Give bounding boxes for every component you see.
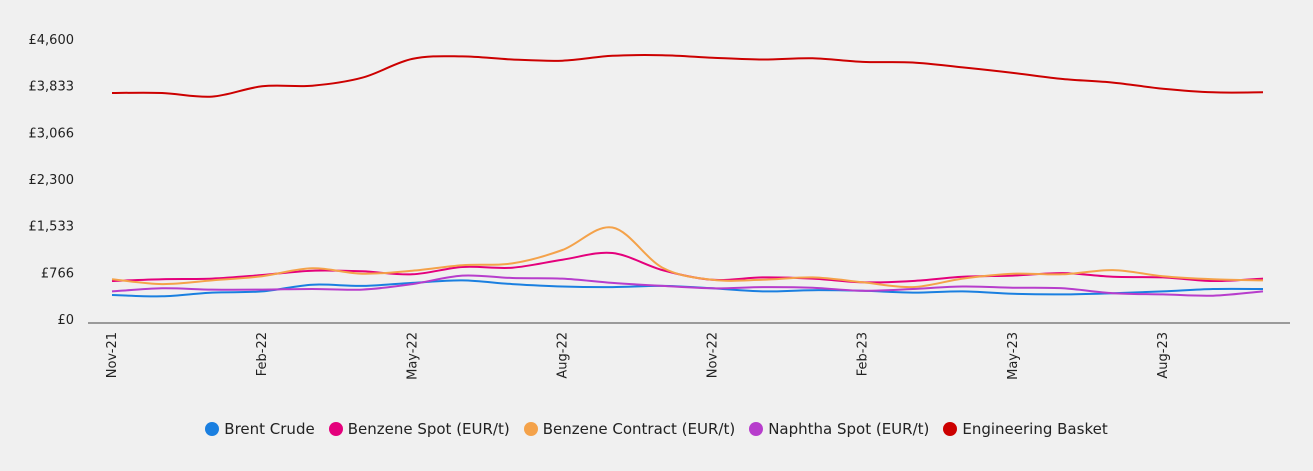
legend-dot-icon: [749, 422, 764, 436]
x-tick-label: Nov-22: [706, 332, 721, 378]
legend-label: Engineering Basket: [962, 420, 1108, 438]
x-tick-label: Feb-22: [255, 332, 270, 376]
legend-label: Benzene Contract (EUR/t): [542, 420, 736, 438]
x-axis-tick-labels: Nov-21 Feb-22 May-22 Aug-22 Nov-22 Feb-23 May-…: [105, 332, 1171, 380]
x-tick-label: May-22: [405, 332, 420, 380]
legend-item[interactable]: Engineering Basket: [943, 420, 1108, 438]
y-tick-label: £3,066: [29, 126, 75, 141]
legend-dot-icon: [523, 422, 538, 436]
legend-label: Brent Crude: [224, 420, 315, 438]
legend-item[interactable]: Benzene Spot (EUR/t): [328, 420, 510, 438]
x-tick-label: Aug-23: [1156, 332, 1171, 379]
legend-item[interactable]: Brent Crude: [205, 420, 315, 438]
x-tick-label: Nov-21: [105, 332, 120, 378]
series-line-engineering-basket: [111, 54, 1264, 98]
legend-item[interactable]: Benzene Contract (EUR/t): [523, 420, 736, 438]
x-tick-label: Feb-23: [856, 332, 871, 376]
y-tick-label: £0: [57, 313, 74, 328]
series-lines: [111, 54, 1264, 298]
y-axis-tick-labels: £0 £766 £1,533 £2,300 £3,066 £3,833 £4,600: [29, 33, 75, 328]
series-line-benzene-contract-eur-t: [111, 226, 1264, 289]
y-tick-label: £3,833: [29, 80, 75, 95]
legend-label: Benzene Spot (EUR/t): [347, 420, 510, 438]
x-tick-label: May-23: [1006, 332, 1021, 380]
legend-dot-icon: [943, 422, 958, 436]
y-tick-label: £1,533: [29, 220, 75, 235]
legend-dot-icon: [328, 422, 343, 436]
series-line-benzene-spot-eur-t: [111, 251, 1264, 284]
y-tick-label: £2,300: [29, 173, 75, 188]
legend-dot-icon: [205, 422, 220, 436]
series-line-naphtha-spot-eur-t: [111, 274, 1264, 297]
y-tick-label: £766: [41, 266, 74, 281]
legend-label: Naphtha Spot (EUR/t): [768, 420, 930, 438]
legend: Brent Crude Benzene Spot (EUR/t) Benzene C…: [0, 420, 1313, 438]
legend-item[interactable]: Naphtha Spot (EUR/t): [749, 420, 929, 438]
x-tick-label: Aug-22: [555, 332, 570, 379]
y-tick-label: £4,600: [29, 33, 75, 48]
